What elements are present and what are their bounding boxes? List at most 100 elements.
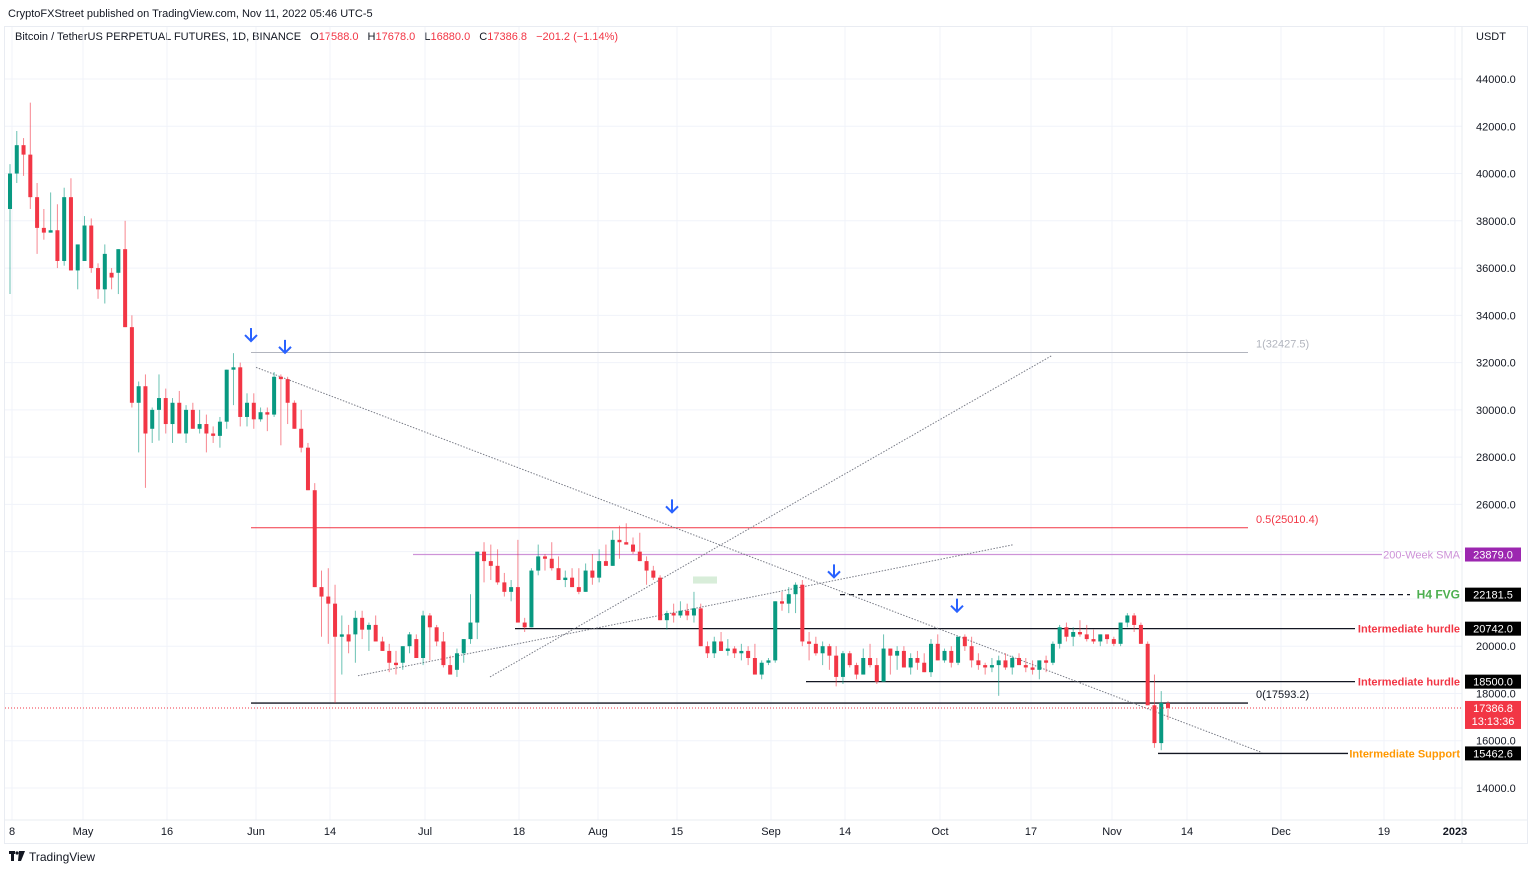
time-tick: Jul <box>418 826 432 838</box>
symbol-title[interactable]: Bitcoin / TetherUS PERPETUAL FUTURES, 1D… <box>15 31 302 43</box>
candles[interactable] <box>8 102 1170 751</box>
time-tick: 14 <box>839 826 851 838</box>
candle <box>285 376 290 425</box>
bar-countdown: 13:13:36 <box>1472 716 1515 728</box>
candle <box>170 398 175 443</box>
candle <box>617 525 622 559</box>
candle <box>373 615 378 642</box>
candle <box>698 603 703 647</box>
down-arrow-icon[interactable] <box>665 499 679 514</box>
fvg-box <box>693 576 717 584</box>
candle <box>150 407 155 443</box>
last-price-value: 17386.8 <box>1473 703 1513 715</box>
candle <box>231 353 236 406</box>
candle <box>563 570 568 588</box>
candle <box>536 544 541 576</box>
candle <box>197 409 202 434</box>
candle <box>691 591 696 623</box>
candle <box>746 646 751 666</box>
hurdle-2-label: Intermediate hurdle <box>1358 677 1460 689</box>
candle <box>881 634 886 682</box>
down-arrow-icon[interactable] <box>244 328 258 343</box>
candle <box>55 204 60 269</box>
arrow-annotations[interactable] <box>244 328 964 614</box>
candle <box>123 220 128 328</box>
candle <box>102 244 107 304</box>
candle <box>1010 655 1015 675</box>
candle <box>759 660 764 680</box>
candle <box>739 643 744 661</box>
candle <box>1037 660 1042 680</box>
price-tick: 26000.0 <box>1476 499 1516 511</box>
candle <box>333 584 338 703</box>
candle <box>245 393 250 427</box>
open-label: O <box>310 31 319 43</box>
candle <box>1017 653 1022 666</box>
candle <box>353 610 358 663</box>
fib-0.5-label: 0.5(25010.4) <box>1256 514 1318 526</box>
high-value: 17678.0 <box>375 31 416 43</box>
down-arrow-icon[interactable] <box>827 564 841 579</box>
time-tick: Nov <box>1102 826 1122 838</box>
candle <box>752 643 757 675</box>
publisher-line: CryptoFXStreet published on TradingView.… <box>8 8 373 20</box>
candle <box>583 563 588 592</box>
candle <box>1138 622 1143 644</box>
candle <box>827 643 832 670</box>
candle <box>719 632 724 651</box>
candle <box>1132 613 1137 633</box>
down-arrow-icon[interactable] <box>278 339 292 355</box>
trendline <box>255 366 1263 754</box>
candle <box>163 388 168 434</box>
price-axis[interactable]: USDT 44000.0 42000.0 40000.0 38000.0 36000.0 3… <box>1476 31 1516 795</box>
candle <box>1077 620 1082 637</box>
price-tick: 14000.0 <box>1476 783 1516 795</box>
candle <box>1091 629 1096 644</box>
candle <box>542 554 547 571</box>
time-tick: Aug <box>588 826 608 838</box>
candle <box>265 407 270 432</box>
candle <box>651 565 656 581</box>
time-tick: 16 <box>161 826 173 838</box>
candle <box>1057 624 1062 649</box>
price-tick: 34000.0 <box>1476 310 1516 322</box>
candle <box>184 405 189 443</box>
candle <box>576 568 581 595</box>
candle <box>143 374 148 488</box>
candle <box>1098 634 1103 647</box>
down-arrow-icon[interactable] <box>950 598 964 614</box>
candle <box>68 178 73 271</box>
candle <box>942 648 947 663</box>
candle <box>312 483 317 588</box>
time-tick: May <box>73 826 94 838</box>
candle <box>786 587 791 614</box>
candle <box>1152 674 1157 748</box>
candle <box>1105 634 1110 644</box>
price-tick: 32000.0 <box>1476 358 1516 370</box>
candle <box>658 575 663 621</box>
h4-fvg-price-tag <box>1465 587 1521 602</box>
chart-frame <box>4 26 1528 844</box>
candle <box>996 655 1001 696</box>
candle <box>1145 641 1150 706</box>
time-axis[interactable]: 8 May 16 Jun 14 Jul 18 Aug 15 Sep 14 Oct 17 Nov 14 Dec 1… <box>9 826 1467 838</box>
tradingview-watermark: TradingView <box>9 850 95 864</box>
time-tick: Sep <box>761 826 781 838</box>
candle <box>861 648 866 675</box>
candle <box>928 639 933 677</box>
candle <box>116 249 121 295</box>
price-tick: 36000.0 <box>1476 263 1516 275</box>
candle <box>780 591 784 611</box>
candle <box>48 192 53 233</box>
candle <box>1003 653 1008 670</box>
trendlines[interactable] <box>255 355 1263 754</box>
candle <box>773 601 778 663</box>
time-tick: 15 <box>671 826 683 838</box>
candle <box>915 650 920 670</box>
candle <box>258 407 263 422</box>
hurdle-1-price-tag <box>1465 621 1521 636</box>
candle <box>21 138 26 176</box>
candle <box>41 208 46 240</box>
price-tick: 44000.0 <box>1476 74 1516 86</box>
